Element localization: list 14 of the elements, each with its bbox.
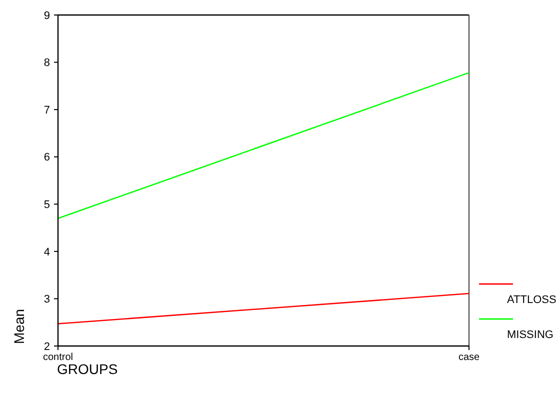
y-tick-label: 9 — [44, 10, 50, 22]
legend-label: ATTLOSS — [507, 294, 556, 306]
x-tick-label: case — [458, 352, 480, 363]
x-tick-label: control — [42, 352, 74, 363]
x-axis-title: GROUPS — [57, 361, 118, 377]
y-tick-label: 3 — [44, 294, 50, 306]
y-tick-label: 6 — [44, 152, 50, 164]
y-tick-label: 5 — [44, 198, 50, 211]
y-tick-label: 8 — [44, 57, 50, 70]
y-axis-title: Mean — [11, 308, 27, 344]
y-tick-label: 7 — [44, 104, 50, 116]
y-tick-label: 4 — [44, 246, 50, 258]
legend-label: MISSING — [507, 329, 554, 341]
y-tick-label: 2 — [44, 340, 50, 353]
